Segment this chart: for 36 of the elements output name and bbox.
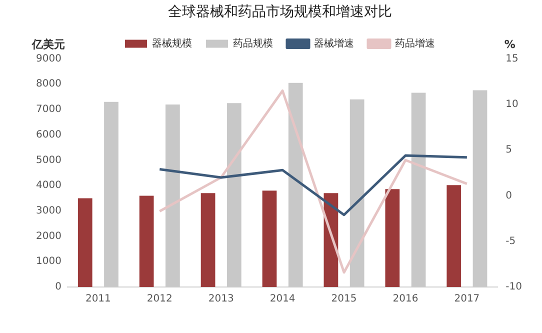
y2-tick-label: 0: [506, 190, 512, 202]
x-tick-label: 2011: [85, 294, 111, 305]
y-tick-label: 3000: [36, 206, 62, 217]
x-tick-label: 2015: [331, 294, 357, 305]
x-tick-label: 2014: [270, 294, 296, 305]
y2-axis-title: %: [504, 38, 516, 52]
y2-tick-label: -5: [506, 236, 516, 247]
y-tick-label: 5000: [36, 154, 62, 166]
bar: [139, 196, 154, 287]
y-tick-label: 4000: [36, 180, 62, 192]
y-tick-label: 2000: [36, 230, 62, 242]
y-tick-label: 8000: [36, 78, 62, 90]
bar: [385, 189, 400, 287]
y2-tick-label: 5: [506, 144, 512, 156]
y-tick-label: 1000: [36, 256, 62, 268]
y2-tick-label: 10: [506, 99, 518, 110]
y-tick-label: 6000: [36, 129, 62, 140]
y2-tick-label: 15: [506, 53, 518, 64]
legend-label: 器械规模: [152, 37, 192, 50]
y-tick-label: 0: [55, 282, 62, 293]
x-tick-label: 2016: [392, 294, 418, 305]
y-tick-label: 7000: [36, 104, 62, 116]
y-tick-label: 9000: [36, 53, 62, 64]
bar: [446, 185, 462, 287]
chart-title: 全球器械和药品市场规模和增速对比: [168, 4, 392, 20]
x-tick-label: 2012: [146, 294, 172, 305]
y2-tick-label: -10: [506, 282, 522, 293]
x-tick-label: 2017: [454, 294, 480, 305]
x-tick-label: 2013: [208, 294, 234, 305]
bar: [200, 193, 216, 287]
bar: [78, 198, 92, 287]
bar: [262, 190, 277, 287]
legend-label: 药品规模: [233, 37, 273, 50]
y-axis-title: 亿美元: [31, 38, 66, 52]
legend-label: 器械增速: [314, 37, 354, 50]
legend-label: 药品增速: [395, 37, 435, 50]
